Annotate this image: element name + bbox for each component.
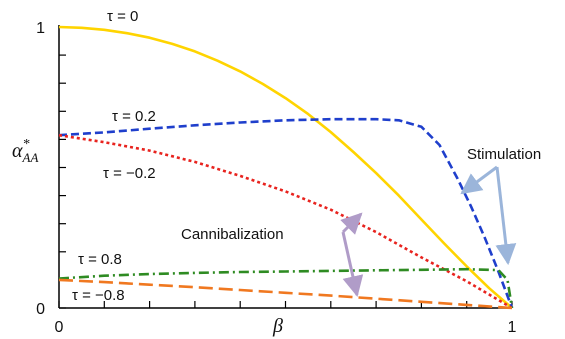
series-line-2 (58, 133, 513, 310)
y-tick-label: 1 (36, 20, 45, 37)
x-tick-label: 1 (508, 319, 517, 336)
series-line-4 (58, 278, 513, 310)
x-tick-label: 0 (55, 319, 64, 336)
stimulation-arrows (460, 165, 517, 266)
curve-label-tau-0: τ = 0 (107, 8, 138, 25)
curve-label-tau-neg-0.8: τ = −0.8 (72, 287, 125, 304)
curve-label-tau-neg-0.2: τ = −0.2 (103, 165, 156, 182)
tick-labels: 0 1 0 1 (36, 20, 516, 336)
series-line-1 (58, 117, 514, 309)
curve-label-tau-0.8: τ = 0.8 (78, 251, 122, 268)
annotation-cannibalization: Cannibalization (181, 226, 284, 243)
curve-label-tau-0.2: τ = 0.2 (112, 108, 156, 125)
y-axis-label: α* AA (12, 137, 38, 165)
y-tick-label: 0 (36, 301, 45, 318)
x-axis-label: β (272, 315, 283, 337)
annotation-stimulation: Stimulation (467, 146, 541, 163)
curves (58, 25, 514, 310)
series-line-0 (58, 25, 513, 309)
cannibalization-arrows (340, 212, 364, 298)
